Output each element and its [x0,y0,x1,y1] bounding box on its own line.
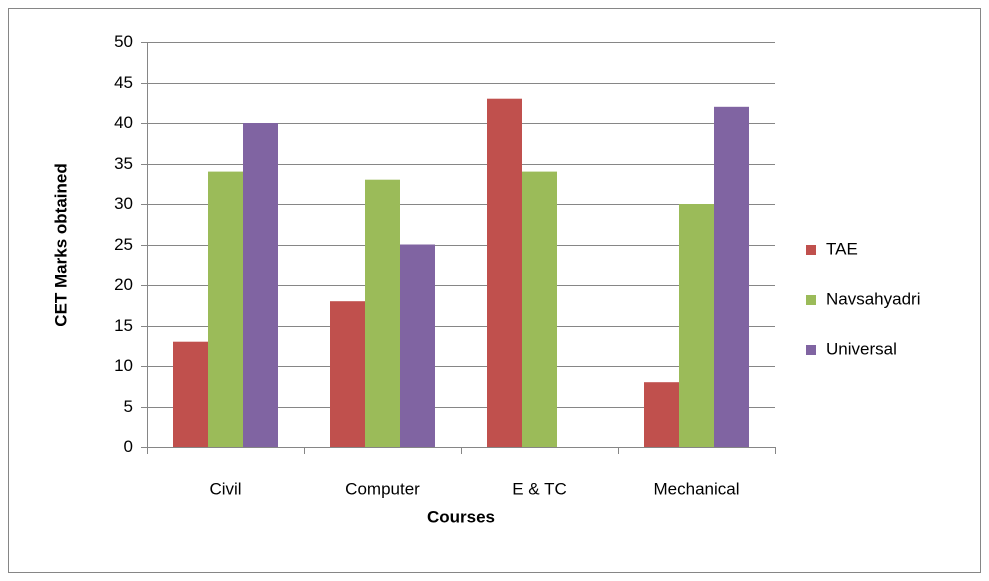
x-tick-label: Civil [209,479,241,498]
bar [208,171,243,447]
bar [714,106,749,448]
y-axis-title: CET Marks obtained [51,163,70,326]
x-axis-title: Courses [427,507,495,526]
bar [365,179,400,447]
bar [522,171,557,447]
legend-swatch [806,295,816,305]
bar [679,204,714,447]
y-tick-label: 25 [114,235,133,254]
bar [644,382,679,447]
legend-label: TAE [826,239,858,258]
legend-swatch [806,245,816,255]
y-tick-label: 0 [124,437,133,456]
y-tick-label: 5 [124,397,133,416]
y-tick-label: 35 [114,154,133,173]
y-tick-label: 30 [114,194,133,213]
bar [330,301,365,447]
x-tick-label: E & TC [512,479,566,498]
y-tick-label: 15 [114,316,133,335]
bar [243,123,278,447]
legend-swatch [806,345,816,355]
y-tick-label: 20 [114,275,133,294]
y-tick-label: 40 [114,113,133,132]
x-tick-label: Computer [345,479,420,498]
bar [400,244,435,447]
y-tick-label: 10 [114,356,133,375]
bar [173,341,208,447]
legend-label: Universal [826,339,897,358]
legend-label: Navsahyadri [826,289,921,308]
y-tick-label: 45 [114,73,133,92]
y-tick-label: 50 [114,32,133,51]
x-tick-label: Mechanical [654,479,740,498]
bar [487,98,522,447]
